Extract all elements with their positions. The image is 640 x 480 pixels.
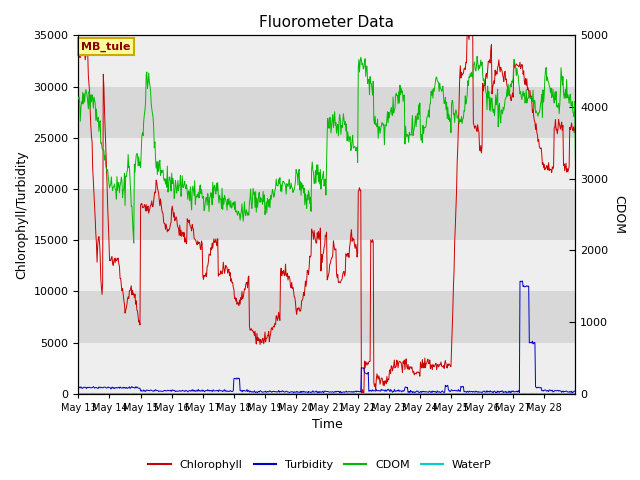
X-axis label: Time: Time [312, 419, 342, 432]
Title: Fluorometer Data: Fluorometer Data [259, 15, 394, 30]
Bar [79, 138, 575, 189]
Y-axis label: CDOM: CDOM [612, 195, 625, 234]
Bar [79, 36, 575, 86]
Bar [79, 343, 575, 394]
Y-axis label: Chlorophyll/Turbidity: Chlorophyll/Turbidity [15, 150, 28, 279]
Legend: Chlorophyll, Turbidity, CDOM, WaterP: Chlorophyll, Turbidity, CDOM, WaterP [144, 456, 496, 474]
Bar [79, 240, 575, 291]
Text: MB_tule: MB_tule [81, 42, 131, 52]
